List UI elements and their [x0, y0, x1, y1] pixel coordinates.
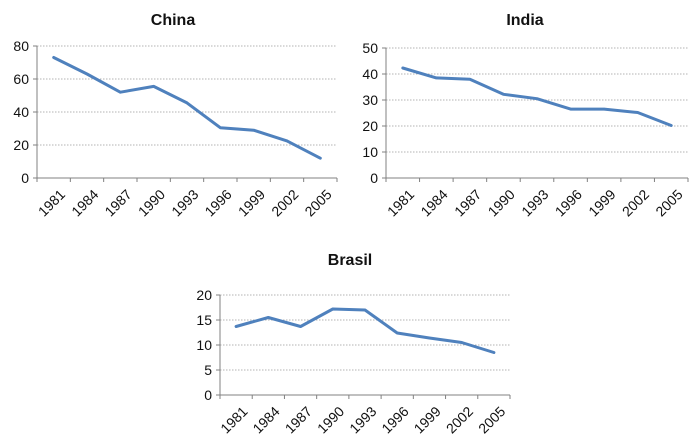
india-x-tick-label: 1981 — [384, 186, 417, 219]
brasil-data-point — [492, 351, 496, 354]
brasil-data-point — [267, 316, 270, 319]
india-data-point — [569, 107, 572, 111]
china-chart-title: China — [151, 12, 196, 29]
china-x-tick-label: 1987 — [101, 186, 134, 219]
china-data-point — [119, 91, 122, 94]
india-data-point — [435, 76, 438, 80]
brasil-data-point — [331, 307, 334, 311]
china-y-tick-label: 0 — [21, 170, 29, 186]
brasil-x-tick-label: 1981 — [217, 403, 250, 436]
india-data-point — [602, 107, 606, 111]
india-x-tick-label: 1999 — [585, 186, 618, 219]
brasil-y-tick-label: 15 — [196, 312, 212, 328]
china-x-tick-label: 1993 — [168, 186, 201, 219]
china-data-point — [185, 101, 189, 105]
india-x-tick-label: 2005 — [652, 186, 685, 219]
brasil-data-point — [363, 308, 367, 312]
india-y-tick-label: 20 — [362, 118, 378, 134]
india-x-tick-label: 2002 — [619, 186, 652, 219]
china-series-line — [52, 56, 322, 160]
brasil-x-tick-label: 1993 — [346, 403, 379, 436]
china-x-tick-label: 2002 — [268, 186, 301, 219]
china-data-point — [152, 85, 155, 88]
india-data-point — [636, 111, 639, 114]
india-data-point — [502, 93, 505, 96]
brasil-data-point — [460, 341, 463, 344]
brasil-y-tick-label: 10 — [196, 337, 212, 353]
brasil-chart-title: Brasil — [328, 252, 372, 269]
brasil-y-tick-label: 5 — [204, 362, 212, 378]
brasil-series-line — [234, 307, 496, 354]
india-x-tick-label: 1990 — [485, 186, 518, 219]
china-x-tick-label: 2005 — [301, 186, 334, 219]
china-y-tick-label: 80 — [13, 38, 29, 54]
brasil-x-tick-label: 1987 — [282, 403, 315, 436]
india-y-tick-label: 40 — [362, 66, 378, 82]
india-chart-title: India — [506, 12, 543, 29]
india-chart-panel: India 0 10 20 30 40 50 1981 1984 1987 1990 1993 1996… — [345, 0, 696, 225]
brasil-data-point — [428, 336, 431, 340]
india-data-point — [401, 66, 404, 70]
china-chart-panel: China 0 20 40 60 80 1981 1984 1987 1990 1993 1996 19… — [0, 0, 345, 225]
india-x-tick-label: 1984 — [417, 186, 450, 219]
india-data-point — [670, 124, 673, 127]
brasil-data-point — [234, 325, 238, 328]
brasil-y-tick-label: 0 — [204, 387, 212, 403]
china-y-tick-label: 40 — [13, 104, 29, 120]
brasil-x-tick-label: 1990 — [314, 403, 347, 436]
china-y-tick-label: 20 — [13, 137, 29, 153]
india-data-point — [535, 97, 539, 100]
india-series-line — [401, 66, 673, 127]
india-x-tick-label: 1993 — [518, 186, 551, 219]
brasil-chart-panel: Brasil 0 5 10 15 20 1981 1984 1987 1990 1993 1996 19… — [160, 240, 540, 439]
brasil-x-tick-label: 1984 — [249, 403, 282, 436]
china-data-point — [85, 72, 89, 76]
brasil-data-point — [299, 325, 302, 328]
china-x-tick-label: 1981 — [35, 186, 68, 219]
india-x-tick-label: 1996 — [552, 186, 585, 219]
china-x-tick-label: 1996 — [201, 186, 234, 219]
china-data-point — [252, 128, 255, 132]
brasil-x-tick-label: 1999 — [411, 403, 444, 436]
brasil-x-tick-label: 2002 — [443, 403, 476, 436]
china-x-tick-label: 1990 — [135, 186, 168, 219]
india-y-tick-label: 10 — [362, 144, 378, 160]
china-y-tick-label: 60 — [13, 71, 29, 87]
china-data-point — [285, 139, 289, 143]
china-chart-svg: China 0 20 40 60 80 1981 1984 1987 1990 1993 1996 19… — [13, 12, 338, 220]
india-data-point — [468, 78, 472, 81]
india-y-tick-label: 0 — [370, 170, 378, 186]
china-data-point — [52, 56, 55, 59]
china-x-tick-label: 1984 — [68, 186, 101, 219]
india-y-tick-label: 30 — [362, 92, 378, 108]
china-data-point — [319, 157, 322, 160]
brasil-x-tick-label: 2005 — [475, 403, 508, 436]
brasil-x-tick-label: 1996 — [378, 403, 411, 436]
brasil-y-tick-label: 20 — [196, 287, 212, 303]
india-x-tick-label: 1987 — [451, 186, 484, 219]
china-x-tick-label: 1999 — [235, 186, 268, 219]
india-y-tick-label: 50 — [362, 40, 378, 56]
brasil-data-point — [396, 331, 399, 335]
china-data-point — [219, 126, 222, 129]
india-chart-svg: India 0 10 20 30 40 50 1981 1984 1987 1990 1993 1996… — [362, 12, 689, 220]
brasil-chart-svg: Brasil 0 5 10 15 20 19811984198719901993199619… — [196, 252, 511, 437]
